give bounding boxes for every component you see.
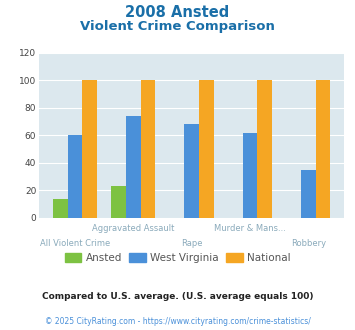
Text: Compared to U.S. average. (U.S. average equals 100): Compared to U.S. average. (U.S. average … [42,292,313,301]
Bar [82,80,97,218]
Bar [301,170,316,218]
Bar [141,80,155,218]
Text: Robbery: Robbery [291,239,326,248]
Text: All Violent Crime: All Violent Crime [40,239,110,248]
Text: Violent Crime Comparison: Violent Crime Comparison [80,20,275,33]
Bar [199,80,214,218]
Text: Murder & Mans...: Murder & Mans... [214,224,286,233]
Text: 2008 Ansted: 2008 Ansted [125,5,230,20]
Text: © 2025 CityRating.com - https://www.cityrating.com/crime-statistics/: © 2025 CityRating.com - https://www.city… [45,317,310,326]
Legend: Ansted, West Virginia, National: Ansted, West Virginia, National [60,249,295,267]
Bar [243,133,257,218]
Bar [53,199,67,218]
Text: Aggravated Assault: Aggravated Assault [92,224,174,233]
Bar [316,80,331,218]
Bar [257,80,272,218]
Text: Rape: Rape [181,239,202,248]
Bar [111,186,126,218]
Bar [67,135,82,218]
Bar [184,124,199,218]
Bar [126,116,141,218]
